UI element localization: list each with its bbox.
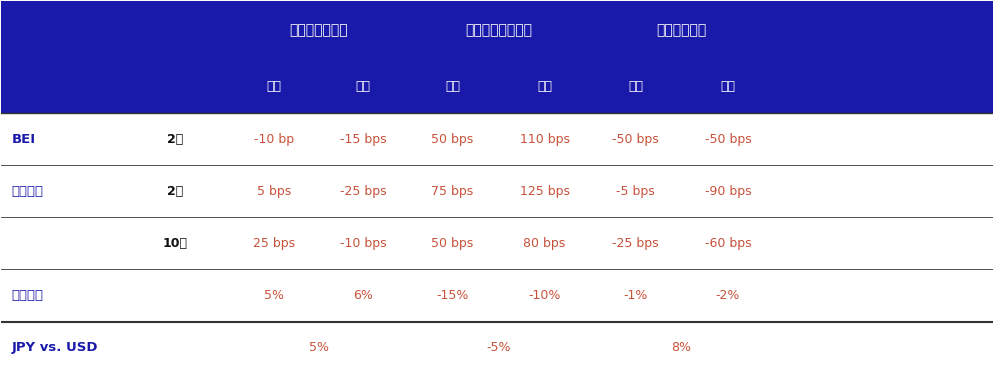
Text: 米国: 米国 (721, 80, 736, 93)
Text: 緩やかな正常化: 緩やかな正常化 (289, 23, 348, 38)
Text: 75 bps: 75 bps (431, 185, 473, 198)
Text: -60 bps: -60 bps (705, 237, 751, 250)
Text: 全面的な引き締め: 全面的な引き締め (465, 23, 532, 38)
Text: -90 bps: -90 bps (705, 185, 751, 198)
Text: -2%: -2% (716, 289, 741, 302)
Text: 日本: 日本 (628, 80, 643, 93)
Text: 8%: 8% (671, 341, 692, 354)
Text: 米国: 米国 (537, 80, 552, 93)
Text: 2年: 2年 (167, 133, 183, 146)
Text: -10 bps: -10 bps (340, 237, 387, 250)
Text: 110 bps: 110 bps (520, 133, 570, 146)
Bar (1, 2, 993, 113)
Text: 日本: 日本 (445, 80, 460, 93)
Text: ハト派的政策: ハト派的政策 (656, 23, 707, 38)
Text: 5%: 5% (264, 289, 284, 302)
Text: 10年: 10年 (162, 237, 187, 250)
Text: -10 bp: -10 bp (253, 133, 294, 146)
Text: -25 bps: -25 bps (612, 237, 659, 250)
Text: -10%: -10% (529, 289, 561, 302)
Text: BEI: BEI (11, 133, 36, 146)
Text: 125 bps: 125 bps (520, 185, 570, 198)
Text: 2年: 2年 (167, 185, 183, 198)
Text: -25 bps: -25 bps (340, 185, 387, 198)
Text: 日本: 日本 (266, 80, 281, 93)
Text: -5%: -5% (486, 341, 511, 354)
Text: 5%: 5% (308, 341, 329, 354)
Text: 50 bps: 50 bps (431, 133, 473, 146)
Text: 5 bps: 5 bps (256, 185, 291, 198)
Text: 米国: 米国 (356, 80, 371, 93)
Text: 25 bps: 25 bps (252, 237, 295, 250)
Text: 80 bps: 80 bps (524, 237, 566, 250)
Text: -50 bps: -50 bps (705, 133, 751, 146)
Text: -1%: -1% (623, 289, 648, 302)
Text: JPY vs. USD: JPY vs. USD (11, 341, 97, 354)
Text: -15 bps: -15 bps (340, 133, 387, 146)
Text: -5 bps: -5 bps (616, 185, 655, 198)
Text: 6%: 6% (353, 289, 373, 302)
Text: 名目金利: 名目金利 (11, 185, 44, 198)
Text: 株式市場: 株式市場 (11, 289, 44, 302)
Text: -15%: -15% (436, 289, 468, 302)
Text: -50 bps: -50 bps (612, 133, 659, 146)
Text: 50 bps: 50 bps (431, 237, 473, 250)
